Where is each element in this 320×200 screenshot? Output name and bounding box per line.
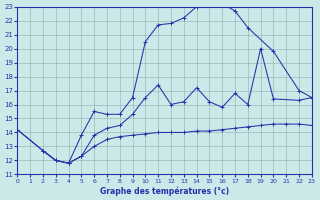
X-axis label: Graphe des températures (°c): Graphe des températures (°c) (100, 186, 229, 196)
